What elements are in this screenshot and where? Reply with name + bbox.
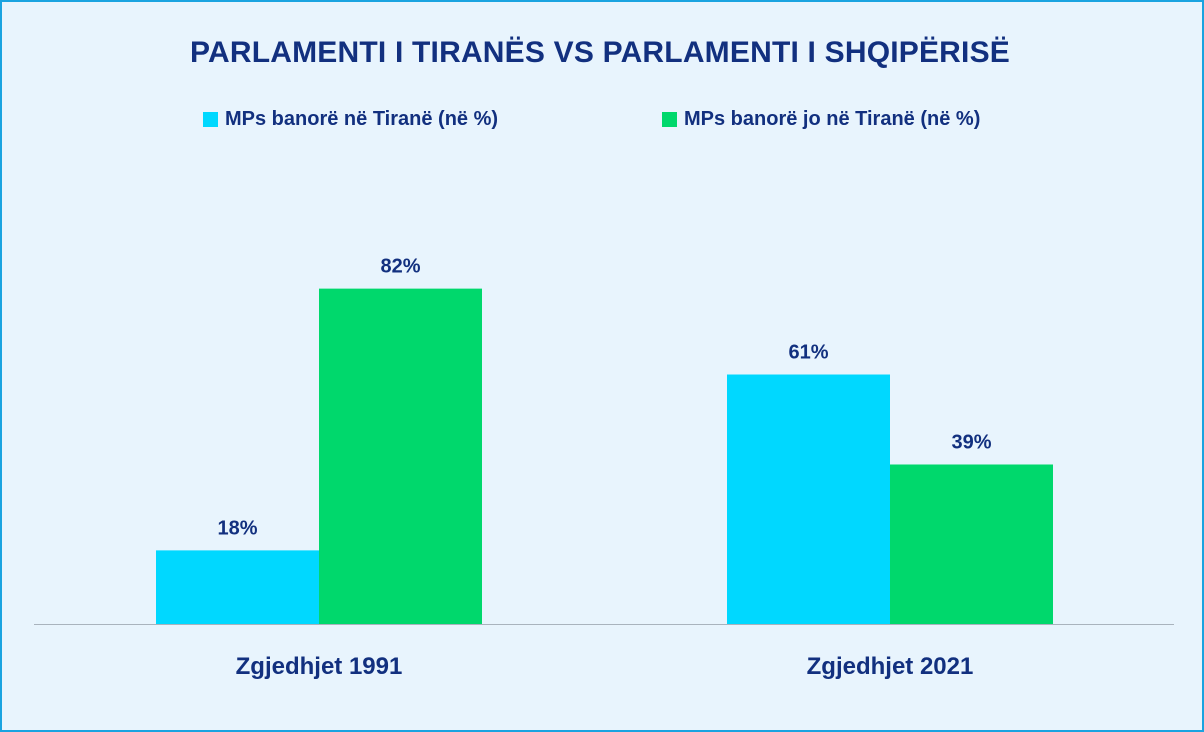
bar-2-series-2	[890, 464, 1053, 624]
data-label-1-series-1: 18%	[217, 517, 257, 539]
bar-1-series-1	[156, 550, 319, 624]
data-label-2-series-1: 61%	[788, 342, 828, 364]
bar-2-series-1	[727, 374, 890, 624]
category-label-1: Zgjedhjet 1991	[236, 653, 403, 680]
legend-swatch-jo-tirane	[662, 111, 677, 127]
legend-item-jo-tirane: MPs banorë jo në Tiranë (në %)	[662, 106, 980, 132]
bar-1-series-2	[319, 288, 482, 624]
data-label-1-series-2: 82%	[380, 256, 420, 278]
legend-label-jo-tirane: MPs banorë jo në Tiranë (në %)	[684, 107, 981, 130]
legend-label-tirane: MPs banorë në Tiranë (në %)	[225, 107, 499, 130]
legend-item-tirane: MPs banorë në Tiranë (në %)	[203, 106, 498, 132]
category-label-2: Zgjedhjet 2021	[807, 653, 974, 680]
legend-swatch-tirane	[203, 111, 218, 127]
data-label-2-series-2: 39%	[951, 431, 991, 453]
chart-title: PARLAMENTI I TIRANËS VS PARLAMENTI I SHQ…	[189, 36, 1010, 69]
